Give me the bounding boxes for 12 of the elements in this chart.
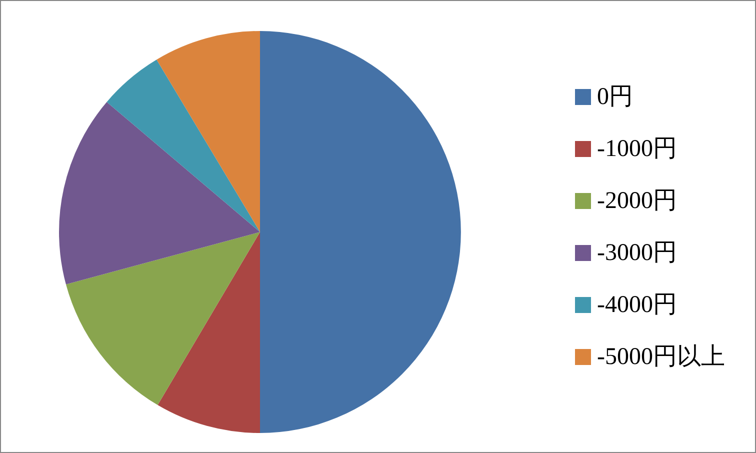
- pie-slice: [260, 31, 461, 433]
- pie-slice: [106, 60, 260, 232]
- legend-label: -2000円: [597, 186, 677, 216]
- pie-slice: [156, 31, 260, 232]
- legend-label: -4000円: [597, 290, 677, 320]
- legend-label: -5000円以上: [597, 342, 725, 372]
- pie-slice: [158, 232, 260, 433]
- legend-label: 0円: [597, 82, 633, 112]
- pie-slice: [66, 232, 260, 406]
- pie-slice: [59, 102, 260, 284]
- legend-label: -1000円: [597, 134, 677, 164]
- legend-label: -3000円: [597, 238, 677, 268]
